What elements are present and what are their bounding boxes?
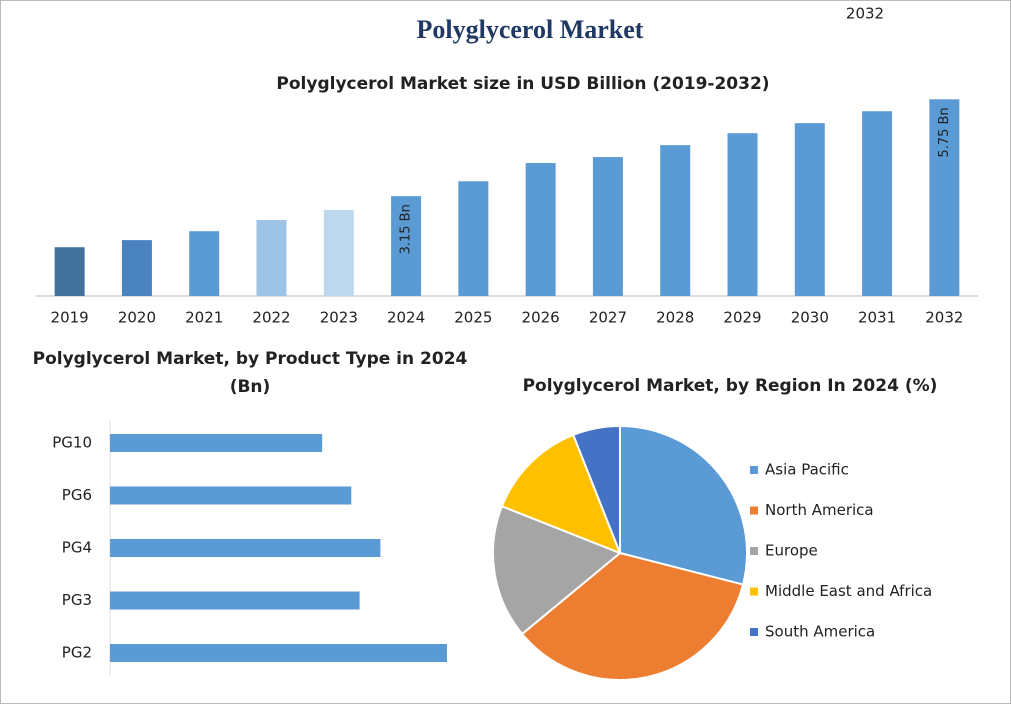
bar [592,157,623,296]
legend-swatch [750,587,758,596]
bar [54,247,85,296]
x-tick-label: 2026 [522,309,560,327]
x-tick-label: 2029 [723,309,761,327]
legend-swatch [750,547,758,555]
x-tick-label: 2020 [118,309,156,327]
bar [660,145,691,296]
chart-title: Polyglycerol Market size in USD Billion … [276,74,769,94]
corner-label: 2032 [846,5,884,23]
y-tick-label: PG4 [62,539,92,557]
bar [110,539,381,557]
x-tick-label: 2022 [252,309,290,327]
bar [189,231,220,296]
value-label: 5.75 Bn [937,107,952,157]
x-tick-label: 2027 [589,309,627,327]
x-tick-label: 2024 [387,309,425,327]
bar [110,644,447,662]
x-tick-label: 2021 [185,309,223,327]
bar [110,486,352,505]
x-tick-label: 2025 [454,309,492,327]
pie-slice [571,424,621,554]
chart-title-box: Polyglycerol Market, by Region In 2024 (… [522,376,938,396]
x-tick-label: 2023 [320,309,358,327]
bar [862,111,893,296]
bar [929,99,960,296]
legend-label: North America [765,501,874,519]
bar [391,196,422,296]
bar [121,240,152,296]
bar [323,209,354,296]
bar [727,133,758,296]
page-title: Polyglycerol Market [417,15,644,44]
chart-title-box: Polyglycerol Market, by Product Type in … [32,349,468,397]
pie-slice [520,551,745,681]
x-tick-label: 2030 [791,309,829,327]
chart-title: Polyglycerol Market, by Region In 2024 (… [522,376,938,396]
bar [110,434,323,452]
y-tick-label: PG6 [62,486,92,504]
x-tick-label: 2032 [925,309,963,327]
bar [794,123,825,296]
bar [256,220,287,296]
y-tick-label: PG10 [52,434,92,452]
legend-label: Middle East and Africa [765,582,932,600]
x-tick-label: 2028 [656,309,694,327]
pie-slice [492,504,622,636]
x-tick-label: 2019 [51,309,89,327]
legend-swatch [750,506,758,515]
pie-slice [500,433,622,555]
legend-label: Europe [765,542,818,560]
chart-title: Polyglycerol Market, by Product Type in … [32,349,468,397]
bar [110,591,360,610]
legend-swatch [750,466,758,474]
y-tick-label: PG3 [62,591,92,609]
x-tick-label: 2031 [858,309,896,327]
legend-label: South America [765,623,875,641]
value-label: 3.15 Bn [399,204,414,254]
legend-swatch [750,628,758,636]
y-tick-label: PG2 [62,644,92,662]
bar [458,181,489,296]
bar [525,163,556,296]
legend-label: Asia Pacific [765,461,849,479]
pie-slice [619,424,748,586]
